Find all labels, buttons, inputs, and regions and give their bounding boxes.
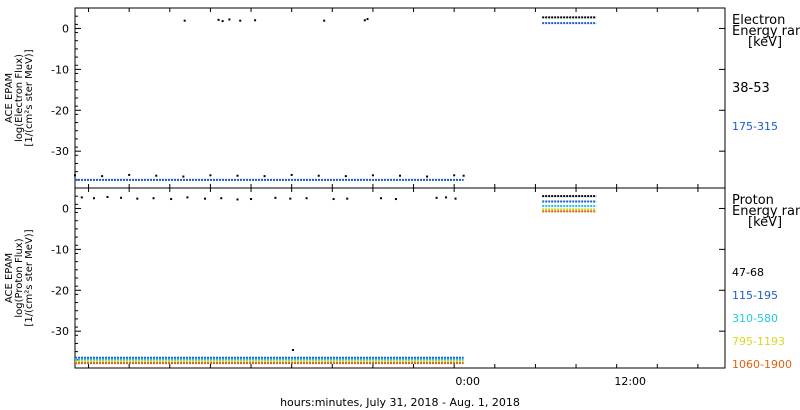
- data-point: [435, 196, 438, 199]
- legend-title: [keV]: [748, 35, 782, 50]
- y-tick-label: -30: [51, 145, 69, 158]
- legend-title: [keV]: [748, 215, 782, 230]
- legend-entry: 310-580: [732, 312, 778, 325]
- data-point: [346, 197, 349, 200]
- data-point: [274, 196, 277, 199]
- data-point: [74, 174, 76, 177]
- legend-entry: 175-315: [732, 120, 778, 133]
- data-point: [380, 197, 383, 200]
- y-tick-label: -10: [51, 63, 69, 76]
- y-axis-label: log(Electron Flux): [14, 54, 25, 142]
- data-point: [292, 349, 295, 351]
- data-point: [220, 197, 223, 200]
- legend-entry: 47-68: [732, 266, 764, 279]
- y-axis-label: [1/(cm²s ster MeV)]: [24, 229, 35, 326]
- data-point: [136, 197, 139, 200]
- plot-frame: [74, 7, 726, 189]
- y-tick-label: -30: [51, 325, 69, 338]
- legend-entry: 795-1193: [732, 335, 785, 348]
- legend-entry: 1060-1900: [732, 358, 792, 371]
- legend-title: Energy ranges: [732, 24, 800, 39]
- data-point: [371, 174, 374, 177]
- x-axis-label: hours:minutes, July 31, 2018 - Aug. 1, 2…: [280, 396, 520, 409]
- data-point: [366, 18, 369, 21]
- data-point: [209, 174, 212, 177]
- series-1060-1900: [75, 210, 597, 365]
- y-axis-label: log(Proton Flux): [14, 238, 25, 317]
- data-point: [263, 175, 266, 178]
- data-point: [183, 19, 186, 22]
- data-point: [236, 174, 239, 177]
- data-point: [92, 197, 95, 200]
- data-point: [221, 20, 224, 23]
- series-310-580: [75, 205, 597, 361]
- data-point: [290, 173, 293, 176]
- data-point: [101, 175, 104, 178]
- data-point: [170, 198, 173, 201]
- series-38-53: [74, 16, 597, 178]
- data-point: [399, 174, 401, 177]
- data-point: [305, 197, 308, 200]
- y-tick-label: -20: [51, 104, 69, 117]
- legend-entry: 115-195: [732, 289, 778, 302]
- data-point: [332, 198, 335, 201]
- data-point: [228, 18, 231, 21]
- legend-title: Proton: [732, 193, 774, 208]
- y-axis-label: ACE EPAM: [4, 253, 15, 303]
- chart-panel-2: 0 -10 -20 -30 ACE EPAM log(Proton Flux) [1/(cm…: [4, 187, 800, 409]
- data-point: [454, 197, 457, 200]
- data-point: [217, 18, 220, 21]
- y-axis-label: ACE EPAM: [4, 73, 15, 123]
- data-point: [254, 19, 257, 22]
- series-115-195: [75, 200, 597, 359]
- x-tick-label: 0:00: [455, 375, 480, 388]
- data-point: [289, 197, 292, 200]
- data-point: [182, 175, 185, 178]
- series-795-1193: [75, 208, 597, 363]
- data-point: [394, 198, 397, 201]
- data-point: [344, 175, 347, 178]
- data-point: [186, 196, 189, 199]
- data-point: [317, 174, 320, 177]
- legend-title: Energy ranges: [732, 204, 800, 219]
- data-point: [80, 196, 83, 199]
- plot-frame: [74, 187, 726, 369]
- data-point: [236, 198, 239, 201]
- y-tick-label: 0: [62, 202, 69, 215]
- data-point: [250, 198, 253, 201]
- data-point: [426, 175, 429, 178]
- legend-entry: 38-53: [732, 81, 770, 96]
- data-point: [445, 196, 448, 199]
- data-point: [462, 174, 465, 177]
- y-tick-label: -20: [51, 284, 69, 297]
- data-point: [128, 173, 131, 176]
- legend-title: Electron: [732, 13, 785, 28]
- data-point: [363, 19, 366, 22]
- data-point: [106, 196, 109, 198]
- x-tick-label: 12:00: [614, 375, 646, 388]
- data-point: [323, 19, 326, 22]
- data-point: [453, 174, 456, 177]
- series-47-68: [80, 195, 597, 351]
- data-point: [155, 174, 158, 177]
- y-axis-label: [1/(cm²s ster MeV)]: [24, 49, 35, 146]
- chart-panel-1: 0 -10 -20 -30 ACE EPAM log(Electron Flux) [1/(…: [4, 7, 800, 189]
- data-point: [239, 19, 242, 22]
- data-point: [152, 197, 155, 200]
- series-175-315: [75, 22, 597, 181]
- data-point: [120, 196, 123, 199]
- data-point: [204, 197, 206, 200]
- y-tick-label: 0: [62, 22, 69, 35]
- y-tick-label: -10: [51, 243, 69, 256]
